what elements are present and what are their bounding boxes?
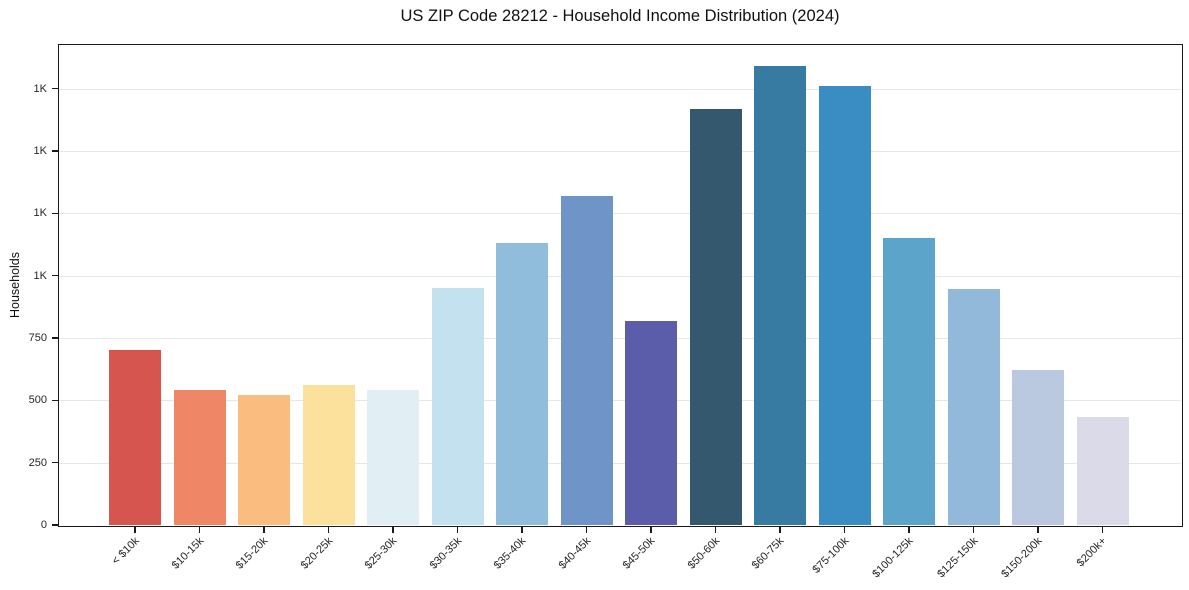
y-tick-mark xyxy=(51,337,58,339)
y-tick-label: 1K xyxy=(33,207,47,220)
x-tick-label: $15-20k xyxy=(233,535,271,572)
x-tick-mark xyxy=(521,526,523,533)
x-tick-label: $35-40k xyxy=(491,535,529,572)
bar-15-20k xyxy=(238,395,290,525)
x-tick-mark xyxy=(134,526,136,533)
bar-50-60k xyxy=(689,108,742,525)
plot-area: 0 250 500 750 1K 1K 1K 1K < $10k $10-15k $15-20k $2… xyxy=(29,43,1183,580)
gridline xyxy=(59,88,1181,90)
x-tick-mark xyxy=(1101,526,1104,533)
x-tick-mark xyxy=(327,526,330,533)
bar-75-100k xyxy=(818,86,871,525)
x-tick-label: $150-200k xyxy=(999,535,1045,581)
x-tick-label: $100-125k xyxy=(870,535,916,581)
y-tick-mark xyxy=(51,461,58,464)
y-tick-label: 1K xyxy=(33,144,47,157)
bar-40-45k xyxy=(560,195,613,525)
x-tick-label: $50-60k xyxy=(685,535,722,572)
x-tick-mark xyxy=(714,526,717,533)
x-tick-label: $10-15k xyxy=(169,535,206,572)
y-tick-label: 0 xyxy=(40,519,47,531)
gridline xyxy=(59,400,1181,402)
y-tick-mark xyxy=(51,87,58,90)
y-tick-label: 1K xyxy=(33,269,47,282)
y-tick-label: 750 xyxy=(28,331,47,344)
x-tick-label: $25-30k xyxy=(362,535,400,572)
bar-200k xyxy=(1076,416,1129,525)
bar-10k xyxy=(109,350,161,525)
x-tick-label: $30-35k xyxy=(427,535,464,572)
gridline xyxy=(59,213,1181,215)
bar-60-75k xyxy=(754,66,806,525)
gridline xyxy=(59,337,1181,339)
x-tick-label: $200k+ xyxy=(1074,535,1109,570)
x-tick-mark xyxy=(843,526,846,533)
x-tick-mark xyxy=(908,526,910,533)
x-tick-mark xyxy=(972,526,975,533)
bar-100-125k xyxy=(883,238,935,525)
y-tick-label: 250 xyxy=(28,456,47,469)
x-tick-mark xyxy=(198,526,201,533)
bar-20-25k xyxy=(302,385,355,525)
y-axis-label: Households xyxy=(8,251,22,319)
x-tick-label: $45-50k xyxy=(620,535,658,572)
bar-125-150k xyxy=(947,289,1000,525)
x-tick-label: $60-75k xyxy=(749,535,787,572)
bar-35-40k xyxy=(496,243,548,525)
y-tick-label: 1K xyxy=(33,82,47,95)
x-tick-mark xyxy=(779,526,781,533)
x-tick-mark xyxy=(392,526,394,533)
bar-45-50k xyxy=(625,320,677,525)
y-tick-mark xyxy=(51,274,58,277)
bar-10-15k xyxy=(173,390,226,525)
x-tick-label: < $10k xyxy=(109,535,142,568)
x-tick-label: $75-100k xyxy=(810,535,851,576)
x-tick-mark xyxy=(585,526,588,533)
bar-30-35k xyxy=(431,288,484,525)
x-tick-label: $20-25k xyxy=(298,535,335,572)
x-tick-mark xyxy=(263,526,265,533)
y-tick-mark xyxy=(51,524,58,526)
y-tick-label: 500 xyxy=(28,394,47,407)
bar-25-30k xyxy=(367,390,419,525)
x-tick-mark xyxy=(456,526,459,533)
x-tick-label: $125-150k xyxy=(934,535,980,581)
gridline xyxy=(59,150,1181,152)
bar-150-200k xyxy=(1012,370,1064,525)
x-tick-mark xyxy=(1037,526,1039,533)
y-tick-mark xyxy=(51,399,58,402)
y-tick-mark xyxy=(51,150,58,152)
x-tick-mark xyxy=(650,526,652,533)
chart-title: US ZIP Code 28212 - Household Income Dis… xyxy=(400,7,840,25)
gridline xyxy=(59,275,1181,277)
x-tick-label: $40-45k xyxy=(556,535,593,572)
gridline xyxy=(59,462,1181,464)
y-tick-mark xyxy=(51,212,58,215)
